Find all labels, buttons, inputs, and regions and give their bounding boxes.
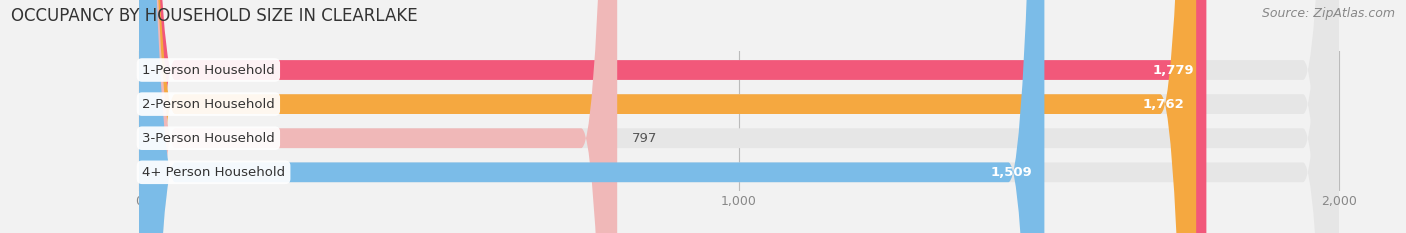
Text: 4+ Person Household: 4+ Person Household <box>142 166 285 179</box>
FancyBboxPatch shape <box>139 0 1339 233</box>
FancyBboxPatch shape <box>139 0 1339 233</box>
Text: Source: ZipAtlas.com: Source: ZipAtlas.com <box>1261 7 1395 20</box>
Text: OCCUPANCY BY HOUSEHOLD SIZE IN CLEARLAKE: OCCUPANCY BY HOUSEHOLD SIZE IN CLEARLAKE <box>11 7 418 25</box>
FancyBboxPatch shape <box>139 0 1197 233</box>
FancyBboxPatch shape <box>139 0 1339 233</box>
FancyBboxPatch shape <box>139 0 1045 233</box>
Text: 1,762: 1,762 <box>1143 98 1184 111</box>
FancyBboxPatch shape <box>139 0 1206 233</box>
Text: 1-Person Household: 1-Person Household <box>142 64 274 76</box>
Text: 797: 797 <box>633 132 658 145</box>
FancyBboxPatch shape <box>139 0 617 233</box>
Text: 3-Person Household: 3-Person Household <box>142 132 274 145</box>
Text: 1,509: 1,509 <box>991 166 1032 179</box>
FancyBboxPatch shape <box>139 0 1339 233</box>
Text: 1,779: 1,779 <box>1153 64 1194 76</box>
Text: 2-Person Household: 2-Person Household <box>142 98 274 111</box>
